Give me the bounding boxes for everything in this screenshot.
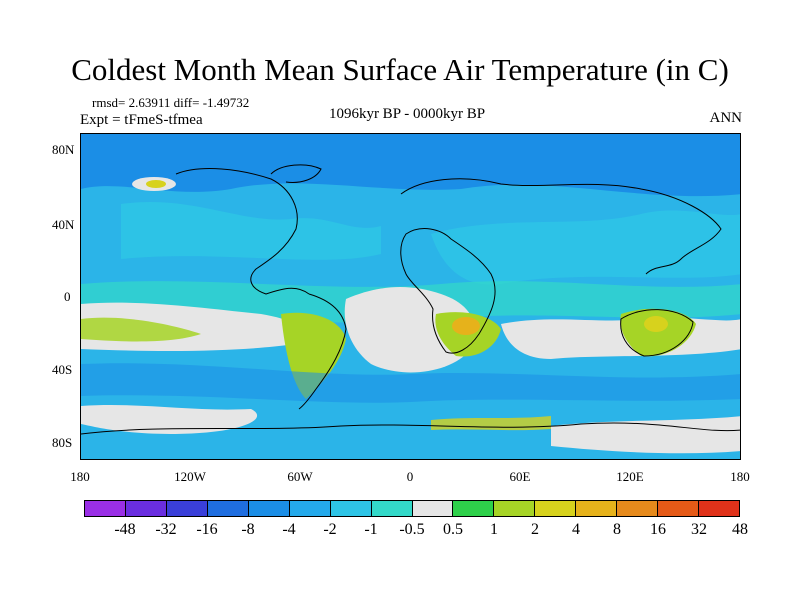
colorbar-swatch — [412, 501, 454, 516]
colorbar-label: 0.5 — [443, 521, 463, 538]
colorbar-swatch — [125, 501, 167, 516]
x-tick-120e: 120E — [616, 469, 644, 484]
africa-hot-spot — [452, 317, 480, 335]
colorbar-label: -48 — [114, 521, 136, 538]
antarctic-neutral-west — [81, 405, 258, 434]
colorbar-label: 2 — [531, 521, 539, 538]
colorbar-swatch — [494, 501, 536, 516]
africa-coast — [400, 228, 496, 354]
antarctica-coast — [81, 422, 740, 435]
colorbar-swatch — [289, 501, 331, 516]
colorbar-label: -32 — [155, 521, 177, 538]
stats-text: rmsd= 2.63911 diff= -1.49732 — [92, 95, 250, 110]
colorbar-label: 1 — [490, 521, 498, 538]
south-pacific-warm — [81, 317, 201, 342]
temperature-map — [81, 134, 740, 459]
colorbar-swatch — [576, 501, 618, 516]
colorbar-swatch — [330, 501, 372, 516]
colorbar-swatch — [658, 501, 700, 516]
south-atlantic-neutral — [344, 287, 475, 373]
colorbar-label: 8 — [613, 521, 621, 538]
colorbar-swatch — [535, 501, 577, 516]
colorbar-label: -16 — [196, 521, 218, 538]
x-tick-0: 0 — [406, 469, 414, 484]
colorbar-label: 32 — [691, 521, 707, 538]
x-tick-180e: 180 — [730, 469, 750, 484]
colorbar-label: 48 — [732, 521, 748, 538]
colorbar-swatch — [166, 501, 208, 516]
north-america-coast — [175, 168, 310, 295]
greenland-coast — [270, 164, 322, 183]
colorbar-swatch — [207, 501, 249, 516]
colorbar-swatch — [699, 501, 739, 516]
period-label: 1096kyr BP - 0000kyr BP — [328, 106, 486, 122]
australia-hot-spot — [644, 316, 668, 332]
colorbar-label: 4 — [572, 521, 580, 538]
colorbar-label: -0.5 — [399, 521, 425, 538]
southern-ocean-band — [81, 363, 740, 403]
x-tick-60w: 60W — [287, 469, 313, 484]
australia-coast — [620, 309, 694, 357]
colorbar-label: 16 — [650, 521, 666, 538]
x-tick-180w: 180 — [70, 469, 90, 484]
experiment-label: Expt = tFmeS-tfmea — [80, 112, 203, 128]
x-tick-120w: 120W — [174, 469, 206, 484]
map-title: Coldest Month Mean Surface Air Temperatu… — [71, 52, 729, 87]
colorbar-label: -2 — [323, 521, 337, 538]
colorbar-label: -1 — [364, 521, 378, 538]
coastlines — [81, 164, 740, 435]
alaska-warm-patch — [146, 180, 166, 188]
y-tick-40n: 40N — [52, 217, 75, 232]
eurasia-coast — [400, 178, 722, 275]
arctic-region — [81, 134, 740, 197]
eurasia-band — [431, 210, 740, 285]
colorbar-swatch — [85, 501, 126, 516]
colorbar-label: -4 — [282, 521, 296, 538]
y-tick-0: 0 — [64, 289, 71, 304]
colorbar-swatch — [453, 501, 495, 516]
season-label: ANN — [709, 110, 743, 126]
midlat-band-north — [121, 201, 381, 260]
colorbar-swatch — [617, 501, 659, 516]
colorbar-swatch — [371, 501, 413, 516]
colorbar-label: -8 — [241, 521, 255, 538]
australia-warm — [620, 308, 696, 357]
x-tick-60e: 60E — [509, 469, 531, 484]
map-panel — [80, 133, 741, 460]
south-america-coast — [298, 293, 347, 410]
y-tick-80n: 80N — [52, 142, 75, 157]
colorbar-swatch — [248, 501, 290, 516]
colorbar — [84, 500, 740, 517]
y-tick-40s: 40S — [52, 362, 73, 377]
antarctic-neutral-east — [551, 416, 740, 454]
y-tick-80s: 80S — [52, 435, 73, 450]
